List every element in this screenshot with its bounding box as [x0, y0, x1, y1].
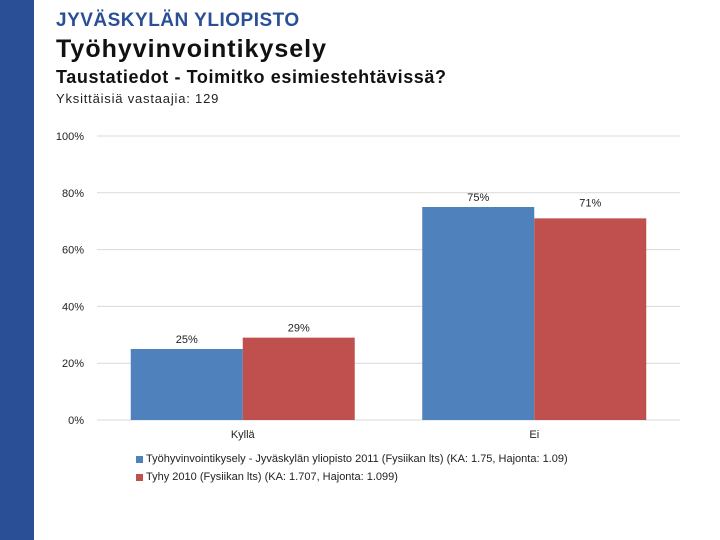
legend-swatch-2010 [136, 473, 143, 481]
bar-data-label: 75% [467, 192, 489, 204]
legend-item-2011: Työhyvinvointikysely - Jyväskylän yliopi… [136, 450, 568, 468]
y-tick-label: 0% [68, 415, 84, 427]
page-subtitle: Taustatiedot - Toimitko esimiestehtäviss… [56, 67, 447, 87]
bar-data-label: 25% [176, 334, 198, 346]
x-category-label: Ei [529, 429, 539, 441]
bar [242, 337, 355, 420]
y-tick-label: 80% [62, 188, 84, 200]
bar [534, 218, 647, 420]
bar [130, 349, 243, 420]
bar-data-label: 29% [288, 323, 310, 335]
legend-item-2010: Tyhy 2010 (Fysiikan lts) (KA: 1.707, Haj… [136, 468, 568, 486]
page-title: Työhyvinvointikysely [56, 35, 328, 63]
legend-label-2010: Tyhy 2010 (Fysiikan lts) (KA: 1.707, Haj… [146, 471, 398, 483]
y-tick-label: 100% [56, 131, 84, 143]
legend-swatch-2011 [136, 455, 143, 463]
legend-label-2011: Työhyvinvointikysely - Jyväskylän yliopi… [146, 453, 568, 465]
respondent-count: Yksittäisiä vastaajia: 129 [56, 91, 220, 106]
x-category-label: Kyllä [231, 429, 256, 441]
y-tick-label: 60% [62, 245, 84, 257]
bar [422, 207, 535, 420]
university-logo-text: JYVÄSKYLÄN YLIOPISTO [56, 10, 300, 31]
y-tick-label: 20% [62, 358, 84, 370]
y-tick-label: 40% [62, 301, 84, 313]
chart-legend: Työhyvinvointikysely - Jyväskylän yliopi… [136, 450, 568, 486]
side-brand-band [0, 0, 34, 540]
bar-data-label: 71% [579, 197, 601, 209]
